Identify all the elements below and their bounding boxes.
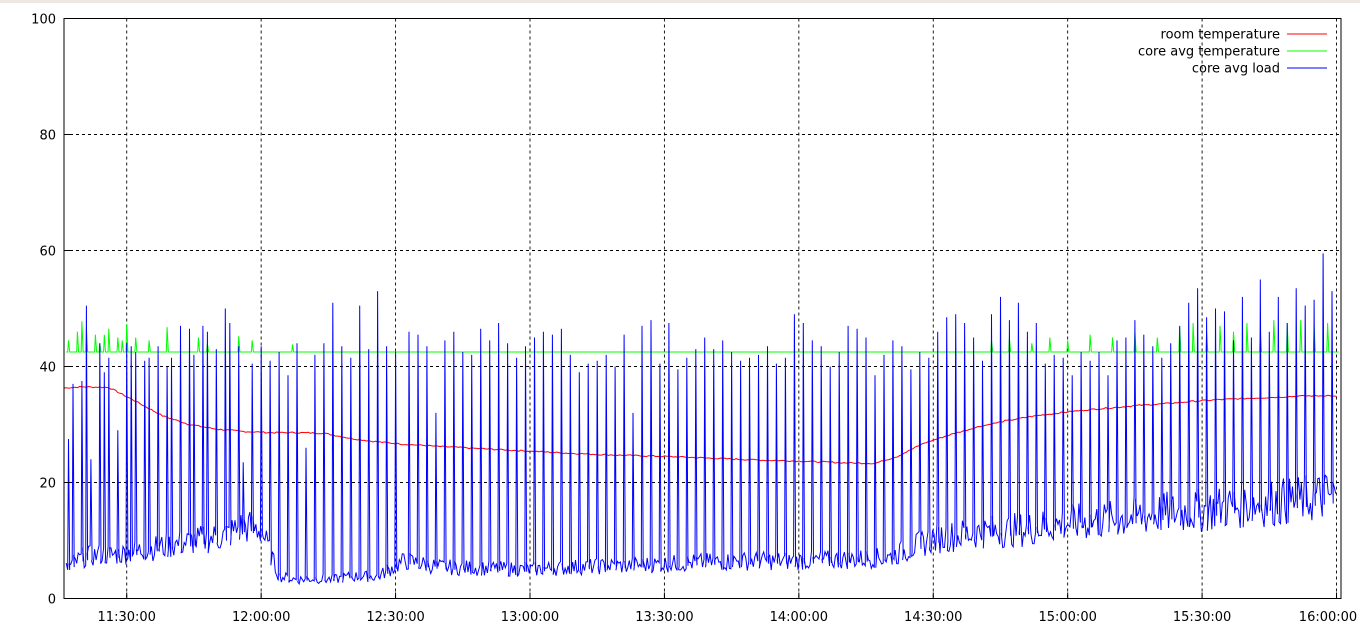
tick-layer: 0 20 40 60 80 100 11:30:00 12:00:00 12:30:00 13:0… xyxy=(31,13,1357,626)
legend: room temperature core avg temperature core… xyxy=(1138,28,1327,77)
x-tick-label: 11:30:00 xyxy=(98,610,156,625)
legend-label: core avg temperature xyxy=(1138,45,1280,60)
series-layer xyxy=(63,253,1339,586)
grid-layer xyxy=(64,18,1341,599)
x-tick-label: 16:00:00 xyxy=(1299,610,1357,625)
plot-frame xyxy=(63,18,1342,599)
series-line-core-avg-temperature xyxy=(66,320,1339,353)
x-tick-label: 14:00:00 xyxy=(770,610,828,625)
x-tick-label: 12:00:00 xyxy=(232,610,290,625)
x-tick-label: 15:30:00 xyxy=(1173,610,1231,625)
legend-label: core avg load xyxy=(1192,62,1280,77)
x-tick-label: 13:00:00 xyxy=(501,610,559,625)
y-tick-label: 100 xyxy=(31,13,56,28)
x-tick-label: 14:30:00 xyxy=(904,610,962,625)
x-tick-label: 15:00:00 xyxy=(1038,610,1096,625)
y-tick-label: 40 xyxy=(39,361,56,376)
series-line-core-avg-load xyxy=(65,253,1337,586)
x-tick-label: 13:30:00 xyxy=(635,610,693,625)
y-tick-label: 20 xyxy=(39,477,56,492)
x-tick-label: 12:30:00 xyxy=(366,610,424,625)
legend-label: room temperature xyxy=(1161,28,1280,43)
top-strip xyxy=(0,0,1360,3)
series-line-room-temperature xyxy=(63,385,1337,465)
y-tick-label: 80 xyxy=(39,129,56,144)
y-tick-label: 60 xyxy=(39,245,56,260)
y-tick-label: 0 xyxy=(48,593,56,608)
